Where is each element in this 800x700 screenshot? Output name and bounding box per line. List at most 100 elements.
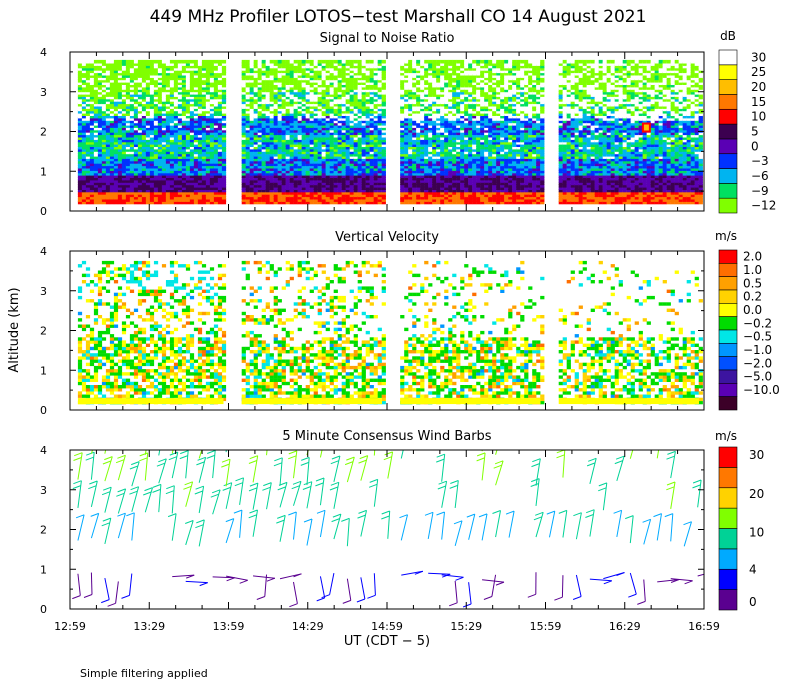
snr-cell <box>105 141 111 145</box>
snr-cell <box>165 169 171 174</box>
snr-cell <box>185 124 191 128</box>
snr-cell <box>105 181 111 186</box>
snr-cell <box>93 191 99 195</box>
snr-cell <box>193 174 199 178</box>
snr-cell <box>137 95 143 100</box>
snr-cell <box>97 133 103 138</box>
snr-cell <box>257 59 262 64</box>
snr-cell <box>221 74 227 78</box>
snr-cell <box>133 91 139 95</box>
snr-cell <box>197 95 203 100</box>
snr-cell <box>161 138 167 143</box>
snr-cell <box>81 126 87 131</box>
snr-cell <box>197 155 203 159</box>
snr-cell <box>205 181 211 186</box>
snr-cell <box>97 145 103 150</box>
snr-cell <box>149 117 155 121</box>
snr-cell <box>133 110 139 114</box>
snr-cell <box>221 112 227 116</box>
snr-cell <box>213 164 219 169</box>
snr-cell <box>177 67 183 71</box>
snr-cell <box>161 160 167 164</box>
snr-cell <box>193 62 199 66</box>
snr-cell <box>89 124 95 128</box>
snr-cell <box>181 186 187 190</box>
snr-heatmap <box>77 59 703 205</box>
snr-cell <box>173 188 179 193</box>
snr-cell <box>185 105 191 109</box>
snr-cell <box>221 172 227 176</box>
snr-cell <box>101 193 107 198</box>
snr-cell <box>93 83 99 88</box>
snr-cell <box>109 129 115 133</box>
snr-cell <box>113 91 119 95</box>
snr-cell <box>145 198 151 202</box>
snr-cell <box>193 119 199 124</box>
snr-cell <box>101 186 107 190</box>
snr-cell <box>97 122 103 126</box>
snr-cell <box>129 112 135 116</box>
snr-cell <box>217 76 223 81</box>
snr-cell <box>177 91 183 95</box>
snr-cell <box>137 126 143 131</box>
snr-cell <box>181 95 187 100</box>
snr-cell <box>149 188 155 193</box>
snr-cell <box>165 91 171 95</box>
snr-cell <box>129 145 135 150</box>
snr-cell <box>133 119 139 124</box>
snr-cell <box>197 181 203 186</box>
snr-cell <box>97 79 103 83</box>
snr-cell <box>97 62 103 66</box>
snr-cell <box>141 86 147 90</box>
snr-cell <box>157 131 163 136</box>
snr-cell <box>193 145 199 150</box>
snr-cell <box>241 167 246 171</box>
snr-cell <box>173 193 179 198</box>
snr-cell <box>213 74 219 78</box>
snr-cell <box>145 145 151 150</box>
snr-cell <box>205 172 211 176</box>
snr-cell <box>189 91 195 95</box>
snr-cell <box>125 181 131 186</box>
snr-cell <box>121 186 127 190</box>
snr-cell <box>173 179 179 183</box>
snr-cell <box>85 79 91 83</box>
snr-cell <box>201 88 207 93</box>
snr-cell <box>101 157 107 162</box>
snr-cell <box>101 126 107 131</box>
snr-cell <box>125 126 131 131</box>
snr-cell <box>177 169 183 174</box>
snr-cell <box>109 164 115 169</box>
snr-cell <box>221 155 227 159</box>
snr-cell <box>113 172 119 176</box>
snr-cell <box>137 86 143 90</box>
snr-cell <box>141 164 147 169</box>
snr-cell <box>85 122 91 126</box>
snr-cell <box>89 91 95 95</box>
snr-cell <box>173 184 179 188</box>
snr-cell <box>81 110 87 114</box>
snr-cell <box>129 76 135 81</box>
snr-cell <box>129 150 135 155</box>
snr-cell <box>193 83 199 88</box>
snr-cell <box>145 71 151 76</box>
snr-cell <box>149 86 155 90</box>
snr-cell <box>77 98 83 102</box>
snr-cell <box>157 93 163 97</box>
snr-cell <box>85 98 91 102</box>
snr-cell <box>185 138 191 143</box>
snr-cell <box>177 110 183 114</box>
snr-cell <box>141 200 147 205</box>
snr-cell <box>169 100 175 105</box>
snr-cell <box>89 122 95 126</box>
snr-cell <box>133 59 139 64</box>
snr-cell <box>197 114 203 119</box>
snr-cell <box>105 186 111 190</box>
snr-cell <box>145 195 151 200</box>
snr-cell <box>241 126 246 131</box>
snr-cell <box>197 124 203 128</box>
snr-cell <box>161 133 167 138</box>
snr-cell <box>125 102 131 107</box>
snr-cell <box>77 88 83 93</box>
snr-cell <box>89 67 95 71</box>
